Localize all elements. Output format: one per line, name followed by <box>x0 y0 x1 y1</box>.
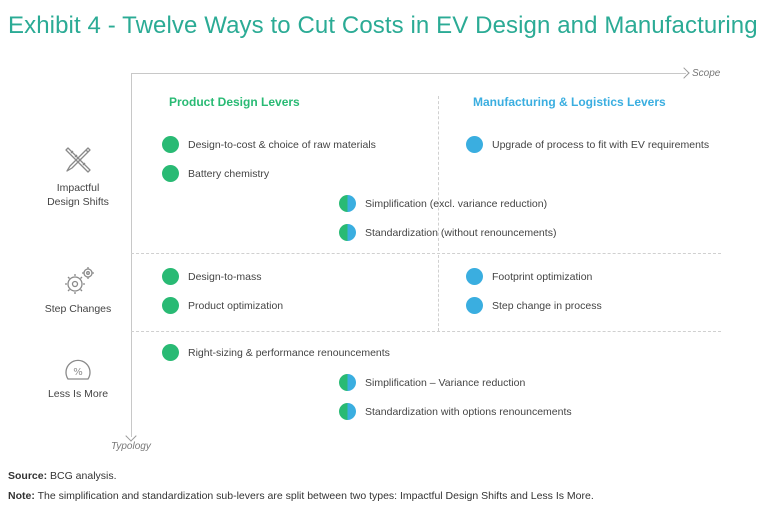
scope-axis-label: Scope <box>692 68 721 79</box>
svg-text:%: % <box>73 367 83 378</box>
note: Note: The simplification and standardiza… <box>8 490 594 502</box>
lever-simplification-excl: Simplification (excl. variance reduction… <box>339 195 547 212</box>
lever-standardization-options: Standardization with options renouncemen… <box>339 403 572 420</box>
lever-product-optimization: Product optimization <box>162 297 283 314</box>
typology-axis-label: Typology <box>111 441 151 452</box>
row-label-line: Design Shifts <box>47 196 109 208</box>
step-changes-label: Step Changes <box>44 303 112 315</box>
lever-label: Design-to-mass <box>188 270 262 283</box>
source-note: Source: BCG analysis. <box>8 470 117 482</box>
scope-axis <box>131 73 686 74</box>
lever-label: Step change in process <box>492 299 602 312</box>
lever-label: Battery chemistry <box>188 167 270 180</box>
lever-label: Simplification (excl. variance reduction… <box>365 197 548 210</box>
pencil-ruler-icon <box>62 144 94 181</box>
lever-label: Simplification – Variance reduction <box>365 376 526 389</box>
lever-right-sizing: Right-sizing & performance renouncements <box>162 344 390 361</box>
manufacturing-logistics-levers-header: Manufacturing & Logistics Levers <box>473 95 666 109</box>
product-lever-dot <box>162 136 179 153</box>
lever-upgrade-process: Upgrade of process to fit with EV requir… <box>466 136 709 153</box>
source-text: BCG analysis. <box>50 470 117 482</box>
product-lever-dot <box>162 268 179 285</box>
column-divider <box>438 96 439 251</box>
lever-label: Right-sizing & performance renouncements <box>188 346 390 359</box>
product-lever-dot <box>162 165 179 182</box>
row-divider <box>131 331 721 332</box>
manufacturing-lever-dot <box>466 136 483 153</box>
lever-label: Standardization (without renouncements) <box>365 226 557 239</box>
lever-step-change-process: Step change in process <box>466 297 602 314</box>
gears-icon <box>62 265 96 302</box>
lever-label: Upgrade of process to fit with EV requir… <box>492 138 710 151</box>
split-lever-dot <box>339 195 356 212</box>
manufacturing-lever-dot <box>466 268 483 285</box>
column-divider <box>438 255 439 331</box>
split-lever-dot <box>339 403 356 420</box>
split-lever-dot <box>339 374 356 391</box>
lever-label: Standardization with options renouncemen… <box>365 405 572 418</box>
scope-arrow-icon <box>678 67 690 79</box>
impactful-design-shifts-label: Impactful Design Shifts <box>33 181 123 209</box>
lever-label: Product optimization <box>188 299 284 312</box>
row-divider <box>131 253 721 254</box>
product-lever-dot <box>162 297 179 314</box>
less-is-more-label: Less Is More <box>47 388 109 400</box>
note-label: Note: <box>8 490 35 502</box>
lever-design-to-cost: Design-to-cost & choice of raw materials <box>162 136 376 153</box>
source-label: Source: <box>8 470 48 482</box>
note-text: The simplification and standardization s… <box>37 490 594 502</box>
lever-design-to-mass: Design-to-mass <box>162 268 262 285</box>
lever-label: Design-to-cost & choice of raw materials <box>188 138 376 151</box>
manufacturing-lever-dot <box>466 297 483 314</box>
product-lever-dot <box>162 344 179 361</box>
typology-arrow-icon <box>125 430 137 442</box>
exhibit-title: Exhibit 4 - Twelve Ways to Cut Costs in … <box>8 12 758 39</box>
lever-standardization-without: Standardization (without renouncements) <box>339 224 556 241</box>
split-lever-dot <box>339 224 356 241</box>
lever-label: Footprint optimization <box>492 270 593 283</box>
product-design-levers-header: Product Design Levers <box>169 95 300 109</box>
percent-gauge-icon: % <box>63 355 93 390</box>
lever-battery-chemistry: Battery chemistry <box>162 165 269 182</box>
row-label-line: Impactful <box>56 182 100 194</box>
lever-simplification-variance: Simplification – Variance reduction <box>339 374 525 391</box>
typology-axis <box>131 73 132 437</box>
lever-footprint: Footprint optimization <box>466 268 592 285</box>
